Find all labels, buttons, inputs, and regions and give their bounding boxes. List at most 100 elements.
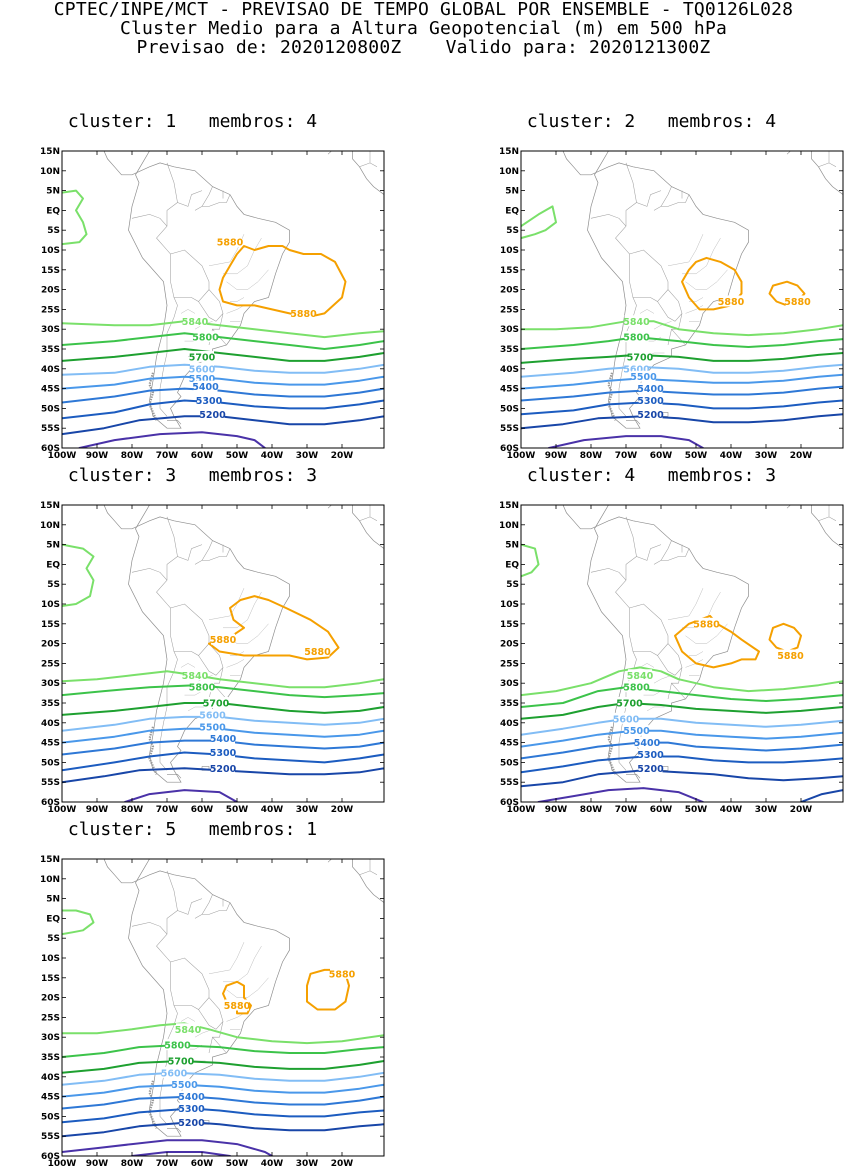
lat-label: 30S: [41, 679, 60, 689]
state-border: [187, 706, 206, 712]
lat-label: 50S: [41, 404, 60, 414]
contour-label: 5500: [623, 726, 650, 737]
contour-label: 5200: [199, 410, 226, 421]
contour-5200: [800, 789, 843, 802]
contour-label-bg: [624, 681, 649, 693]
lat-label: 15N: [499, 147, 519, 157]
lat-label: 15N: [40, 147, 60, 157]
contour-label: 5840: [182, 317, 209, 328]
lat-label: 5S: [47, 934, 60, 944]
lat-label: 15N: [40, 501, 60, 511]
lat-label: 55S: [500, 778, 519, 788]
lon-label: 70W: [156, 1159, 179, 1169]
contour-label: 5880: [304, 647, 331, 658]
contour-5400: [521, 741, 843, 760]
contour-5200: [521, 769, 843, 788]
state-border: [667, 588, 704, 621]
lon-label: 90W: [545, 451, 568, 461]
lat-label: 45S: [41, 739, 60, 749]
contour-label: 5400: [192, 382, 219, 393]
lon-label: 80W: [580, 451, 603, 461]
lat-label: 5S: [47, 226, 60, 236]
lon-label: 50W: [226, 805, 249, 815]
contour-5840: [521, 543, 540, 578]
lat-label: 10N: [40, 521, 60, 531]
cluster-panel: cluster: 5 membros: 1 5880 5880 5840 5800 570…: [0, 820, 385, 1169]
contour-5840: [62, 670, 384, 689]
country-border: [201, 894, 213, 915]
contour-label-bg: [225, 999, 249, 1011]
contour-label-bg: [624, 724, 649, 736]
contour-label: 5700: [616, 699, 643, 710]
contour-5840: [62, 1022, 384, 1045]
coastline: [352, 505, 384, 550]
lon-label: 100W: [48, 805, 77, 815]
contour-label-bg: [162, 1066, 186, 1078]
contour-5840: [62, 189, 88, 246]
contour-5400: [521, 385, 843, 402]
lat-label: 45S: [500, 739, 519, 749]
country-border: [159, 297, 178, 417]
country-border: [615, 226, 630, 282]
lon-label: 60W: [650, 451, 673, 461]
country-border: [359, 162, 378, 168]
country-border: [636, 190, 662, 207]
lat-label: 15S: [500, 266, 519, 276]
country-border: [636, 544, 662, 561]
country-border: [590, 214, 627, 227]
contour-label: 5300: [196, 396, 223, 407]
island: [327, 151, 332, 155]
contour-5200: [62, 1121, 384, 1138]
contour-5840: [62, 543, 95, 607]
lat-label: 60S: [500, 798, 519, 808]
country-border: [818, 516, 837, 522]
lat-label: 5N: [505, 187, 519, 197]
contour-label-bg: [190, 362, 214, 374]
lon-label: 20W: [331, 451, 354, 461]
lon-label: 60W: [191, 451, 214, 461]
country-border: [201, 186, 213, 207]
lat-label: 50S: [41, 758, 60, 768]
state-border: [653, 321, 672, 330]
archipelago: [607, 372, 617, 421]
state-border: [226, 1013, 245, 1022]
state-border: [194, 1029, 213, 1038]
contour-label: 5880: [210, 635, 237, 646]
state-border: [230, 651, 245, 656]
contour-5600: [62, 1071, 384, 1086]
country-border: [657, 289, 683, 322]
contour-label-bg: [204, 697, 228, 708]
state-border: [646, 706, 665, 712]
country-border: [131, 568, 168, 581]
lat-label: 45S: [41, 1093, 60, 1103]
contour-label: 5200: [178, 1118, 205, 1129]
contour-label-bg: [200, 708, 225, 720]
island: [786, 505, 791, 509]
lon-label: 50W: [685, 451, 708, 461]
contour-label-bg: [638, 748, 663, 760]
contour-label: 5700: [627, 352, 654, 363]
lat-label: 35S: [500, 699, 519, 709]
contour-deep: [62, 1139, 273, 1156]
contour-5300: [62, 1107, 384, 1124]
island: [167, 774, 182, 779]
contour-deep: [537, 787, 704, 802]
cluster-panel: cluster: 3 membros: 3 5880 5880 5840 5800 570…: [0, 466, 385, 815]
contour-label-bg: [638, 408, 663, 420]
lat-label: EQ: [505, 560, 519, 570]
lat-label: 25S: [500, 305, 519, 315]
contour-5840: [62, 320, 384, 339]
lon-label: 80W: [121, 1159, 144, 1169]
lat-label: 50S: [41, 1112, 60, 1122]
archipelago: [607, 726, 617, 775]
country-border: [198, 997, 224, 1030]
country-border: [201, 540, 213, 561]
state-border: [223, 945, 262, 983]
contour-label: 5840: [623, 317, 650, 328]
contour-label: 5880: [777, 651, 804, 662]
country-border: [629, 249, 669, 302]
lon-label: 80W: [121, 451, 144, 461]
country-border: [170, 249, 210, 302]
cluster-panel: cluster: 4 membros: 3 5880 5880 5840 5800 570…: [459, 466, 844, 815]
